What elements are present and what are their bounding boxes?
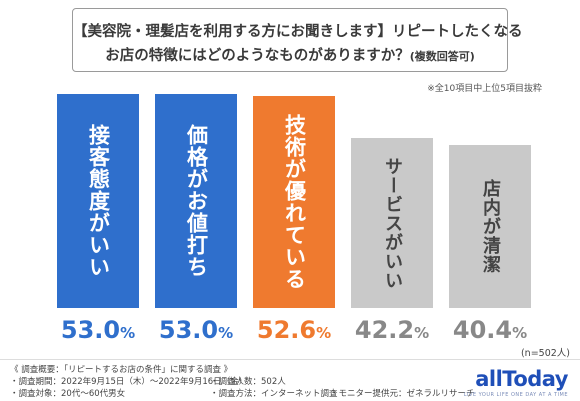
bar-category-label: 価格がお値打ち bbox=[184, 124, 209, 278]
bar-label-wrap: サービスがいい bbox=[351, 138, 433, 308]
chart-title-line2: お店の特徴にはどのようなものがありますか？(複数回答可) bbox=[73, 44, 507, 65]
bar-value-label: 53.0% bbox=[155, 316, 237, 344]
chart-title-line1: 【美容院・理髪店を利用する方にお聞きします】リピートしたくなる bbox=[73, 24, 523, 40]
bar-category-label: 接客態度がいい bbox=[86, 124, 111, 278]
bar-2: 価格がお値打ち bbox=[155, 94, 237, 308]
survey-respondents: ・調査人数：502人 bbox=[210, 377, 286, 387]
bar-value-label: 53.0% bbox=[57, 316, 139, 344]
bar-label-wrap: 技術が優れている bbox=[253, 96, 335, 308]
bar-category-label: サービスがいい bbox=[382, 156, 403, 290]
bar-value-unit: % bbox=[120, 324, 136, 342]
bar-5: 店内が清潔 bbox=[449, 145, 531, 308]
bar-label-wrap: 価格がお値打ち bbox=[155, 94, 237, 308]
bar-category-label: 技術が優れている bbox=[282, 114, 307, 290]
alltoday-logo: allToday bbox=[475, 367, 568, 391]
bar-value-label: 42.2% bbox=[351, 316, 433, 344]
monitor-provider: ・モニター提供元：ゼネラルリサーチ bbox=[330, 389, 475, 399]
bar-value-number: 53.0 bbox=[60, 316, 121, 344]
bar-value-unit: % bbox=[218, 324, 234, 342]
chart-title-box: 【美容院・理髪店を利用する方にお聞きします】リピートしたくなる お店の特徴にはど… bbox=[72, 8, 523, 72]
sample-size-note: (n=502人) bbox=[520, 348, 570, 359]
bar-category-label: 店内が清潔 bbox=[480, 179, 501, 274]
survey-period: ・調査期間：2022年9月15日（木）〜2022年9月16日（金） bbox=[10, 377, 248, 387]
bar-value-unit: % bbox=[414, 324, 430, 342]
survey-footer: 《 調査概要：「リピートするお店の条件」に関する調査 》 ・調査期間：2022年… bbox=[0, 359, 580, 401]
survey-target: ・調査対象：20代〜60代男女 bbox=[10, 389, 126, 399]
bar-value-number: 42.2 bbox=[354, 316, 415, 344]
bar-label-wrap: 店内が清潔 bbox=[449, 145, 531, 308]
bar-1: 接客態度がいい bbox=[57, 94, 139, 308]
bar-value-unit: % bbox=[316, 324, 332, 342]
bar-3: 技術が優れている bbox=[253, 96, 335, 308]
alltoday-logo-tagline: LIVE YOUR LIFE ONE DAY AT A TIME bbox=[463, 392, 568, 398]
bar-4: サービスがいい bbox=[351, 138, 433, 308]
survey-summary: 《 調査概要：「リピートするお店の条件」に関する調査 》 bbox=[10, 365, 233, 375]
bar-value-number: 53.0 bbox=[158, 316, 219, 344]
bar-value-label: 40.4% bbox=[449, 316, 531, 344]
bar-label-wrap: 接客態度がいい bbox=[57, 94, 139, 308]
bar-value-label: 52.6% bbox=[253, 316, 335, 344]
bar-value-unit: % bbox=[512, 324, 528, 342]
chart-title-line2-suffix: (複数回答可) bbox=[409, 50, 475, 63]
bar-value-number: 52.6 bbox=[256, 316, 317, 344]
excerpt-note: ※全10項目中上位5項目抜粋 bbox=[427, 84, 542, 94]
survey-method: ・調査方法：インターネット調査 bbox=[210, 389, 338, 399]
bar-value-number: 40.4 bbox=[452, 316, 513, 344]
chart-title-line2-main: お店の特徴にはどのようなものがありますか？ bbox=[105, 48, 410, 64]
